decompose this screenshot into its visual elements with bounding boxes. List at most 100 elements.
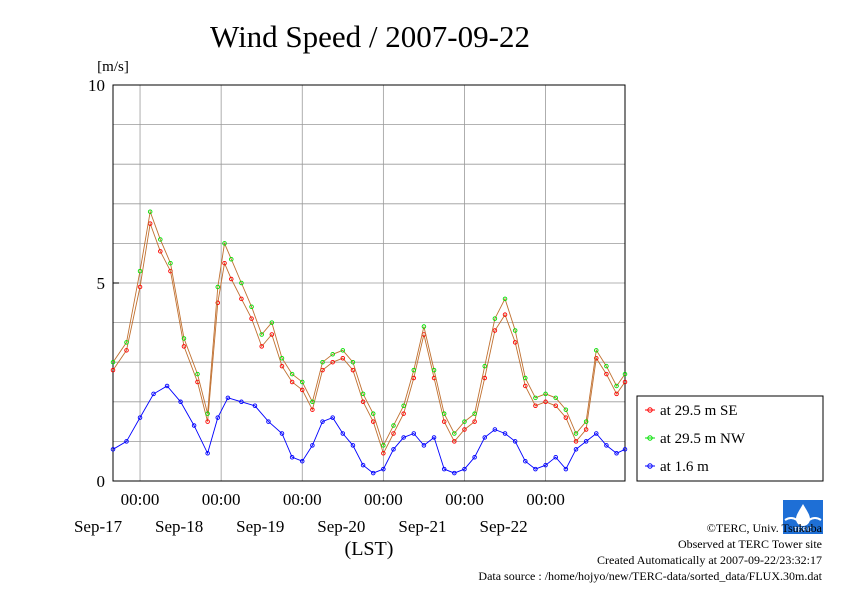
x-tick-time-label: 00:00 bbox=[526, 490, 565, 509]
series-layer bbox=[110, 209, 628, 476]
data-point bbox=[533, 403, 538, 409]
logo-text: TERC bbox=[793, 527, 812, 534]
legend: at 29.5 m SE at 29.5 m NW at 1.6 m bbox=[636, 395, 824, 482]
data-point bbox=[441, 466, 447, 472]
data-point bbox=[239, 399, 244, 405]
grid-lines bbox=[113, 85, 625, 481]
data-point bbox=[310, 407, 315, 412]
data-point bbox=[452, 431, 457, 436]
data-point bbox=[622, 371, 628, 377]
data-point bbox=[381, 443, 386, 448]
data-point bbox=[391, 423, 396, 428]
x-axis-label: (LST) bbox=[345, 538, 394, 560]
data-point bbox=[594, 431, 599, 436]
data-point bbox=[381, 451, 386, 456]
data-point bbox=[222, 241, 227, 246]
data-point bbox=[614, 391, 619, 397]
data-point bbox=[259, 332, 264, 337]
data-point bbox=[421, 324, 427, 329]
data-point bbox=[492, 427, 498, 432]
data-point bbox=[151, 391, 156, 397]
data-point bbox=[482, 375, 487, 381]
data-point bbox=[181, 336, 187, 341]
data-point bbox=[573, 431, 579, 436]
x-tick-date-label: Sep-21 bbox=[398, 517, 446, 536]
data-point bbox=[340, 431, 346, 436]
data-point bbox=[300, 379, 305, 385]
data-point bbox=[492, 328, 498, 333]
data-point bbox=[191, 423, 197, 428]
data-point bbox=[421, 443, 427, 448]
data-point bbox=[269, 320, 275, 325]
data-point bbox=[472, 411, 477, 416]
data-point bbox=[222, 260, 227, 266]
data-point bbox=[350, 443, 356, 448]
legend-marker bbox=[647, 435, 653, 441]
data-point bbox=[452, 470, 457, 476]
source-text: Data source : /home/hojyo/new/TERC-data/… bbox=[478, 569, 822, 583]
series-3 bbox=[110, 383, 628, 476]
data-point bbox=[391, 447, 396, 452]
credits: ©TERC, Univ. Tsukuba Observed at TERC To… bbox=[478, 520, 822, 584]
data-point bbox=[137, 268, 143, 274]
data-point bbox=[289, 379, 295, 385]
data-point bbox=[462, 427, 467, 432]
data-point bbox=[239, 296, 244, 302]
legend-marker bbox=[647, 407, 653, 413]
data-point bbox=[350, 367, 356, 373]
data-point bbox=[110, 447, 116, 452]
data-point bbox=[178, 399, 183, 405]
x-tick-time-label: 00:00 bbox=[121, 490, 160, 509]
series-line bbox=[112, 209, 626, 447]
copyright-text: ©TERC, Univ. Tsukuba bbox=[706, 521, 822, 535]
data-point bbox=[563, 415, 569, 420]
data-point bbox=[266, 419, 271, 424]
data-point bbox=[370, 470, 376, 476]
data-point bbox=[401, 411, 406, 416]
data-point bbox=[482, 435, 487, 440]
x-tick-date-label: Sep-17 bbox=[74, 517, 123, 536]
x-tick-date-label: Sep-22 bbox=[479, 517, 527, 536]
data-point bbox=[472, 419, 477, 424]
data-point bbox=[310, 399, 315, 405]
data-point bbox=[360, 399, 366, 405]
data-point bbox=[622, 379, 628, 385]
data-point bbox=[472, 454, 477, 460]
data-point bbox=[279, 355, 285, 361]
data-point bbox=[330, 359, 335, 365]
data-point bbox=[320, 419, 325, 424]
data-point bbox=[563, 407, 569, 412]
data-point bbox=[229, 276, 234, 282]
series-1 bbox=[110, 221, 628, 456]
data-point bbox=[320, 359, 325, 365]
data-point bbox=[462, 419, 467, 424]
data-point bbox=[205, 451, 210, 456]
data-point bbox=[492, 316, 498, 321]
data-point bbox=[215, 300, 221, 306]
data-point bbox=[229, 256, 234, 262]
data-point bbox=[594, 348, 599, 353]
created-text: Created Automatically at 2007-09-22/23:3… bbox=[597, 553, 822, 567]
data-point bbox=[543, 399, 548, 405]
data-point bbox=[553, 454, 558, 460]
data-point bbox=[370, 411, 376, 416]
data-point bbox=[259, 344, 264, 349]
data-point bbox=[181, 344, 187, 349]
x-tick-time-label: 00:00 bbox=[445, 490, 484, 509]
data-point bbox=[310, 443, 315, 448]
data-point bbox=[411, 431, 417, 436]
data-point bbox=[110, 367, 116, 373]
legend-box bbox=[636, 395, 824, 482]
x-tick-date-label: Sep-19 bbox=[236, 517, 284, 536]
data-point bbox=[512, 340, 518, 345]
x-axis-ticks: 00:00 Sep-17 00:00 Sep-18 00:00 Sep-19 00:00 Se… bbox=[74, 490, 565, 536]
chart-title: Wind Speed / 2007-09-22 bbox=[210, 19, 530, 54]
data-point bbox=[614, 383, 619, 389]
series-line bbox=[112, 221, 626, 455]
data-point bbox=[614, 451, 619, 456]
data-point bbox=[340, 348, 346, 353]
y-tick-label: 0 bbox=[97, 472, 106, 491]
data-point bbox=[462, 466, 467, 472]
data-point bbox=[360, 391, 366, 397]
data-point bbox=[401, 403, 406, 409]
